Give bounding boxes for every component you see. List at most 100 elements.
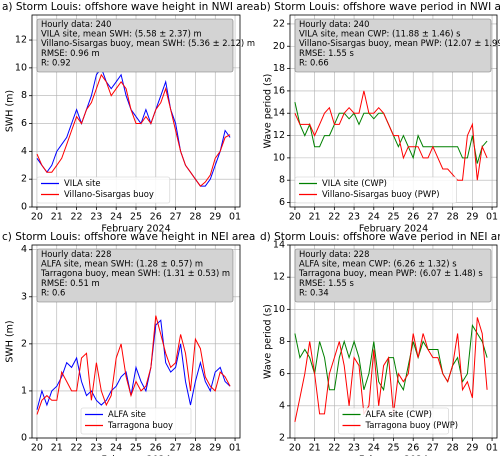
legend-label: VILA site <box>64 178 101 188</box>
annotation-text: RMSE: 0.96 m <box>41 48 100 58</box>
x-tick-label: 28 <box>189 212 201 223</box>
annotation-text: Hourly data: 228 <box>299 249 369 259</box>
x-tick-label: 28 <box>189 443 201 454</box>
series-line <box>36 319 231 410</box>
annotation-text: RMSE: 1.55 s <box>299 48 354 58</box>
x-tick-label: 25 <box>387 443 399 454</box>
x-tick-label: 27 <box>170 443 182 454</box>
x-tick-label: 28 <box>447 212 459 223</box>
x-tick-label: 23 <box>348 443 360 454</box>
annotation-text: Hourly data: 240 <box>299 19 369 29</box>
x-tick-label: 29 <box>466 443 478 454</box>
x-axis-label: February 2024 <box>101 455 170 456</box>
annotation-text: Tarragona buoy, mean PWP: (6.07 ± 1.48) … <box>298 268 483 278</box>
y-axis-label: Wave period (s) <box>263 304 274 379</box>
y-tick-label: 14 <box>273 108 285 119</box>
x-tick-label: 26 <box>407 212 419 223</box>
annotation-box <box>294 18 492 73</box>
legend-box <box>80 407 192 435</box>
series-line <box>294 317 488 423</box>
y-tick-label: 8 <box>279 175 285 186</box>
x-tick-label: 21 <box>309 443 321 454</box>
chart-title: d) Storm Louis: offshore wave period in … <box>260 231 500 243</box>
series-line <box>36 315 231 415</box>
legend-box <box>338 407 449 435</box>
x-tick-label: 22 <box>328 443 340 454</box>
x-tick-label: 20 <box>31 443 43 454</box>
annotation-box <box>36 248 234 303</box>
x-tick-label: 29 <box>209 212 221 223</box>
x-tick-label: 27 <box>170 212 182 223</box>
plot-frame <box>289 14 498 208</box>
y-tick-label: 12 <box>273 130 285 141</box>
chart-title: b) Storm Louis: offshore wave period in … <box>260 1 500 13</box>
annotation-text: Hourly data: 228 <box>41 249 111 259</box>
x-tick-label: 21 <box>51 443 63 454</box>
x-tick-label: 22 <box>71 443 83 454</box>
x-tick-label: 24 <box>110 212 122 223</box>
x-tick-label: 25 <box>130 443 142 454</box>
x-tick-label: 25 <box>130 212 142 223</box>
x-tick-label: 01 <box>486 443 498 454</box>
legend-label: Tarragona buoy <box>107 420 173 430</box>
y-tick-label: 6 <box>279 368 285 379</box>
x-tick-label: 20 <box>289 443 301 454</box>
series-line <box>36 73 231 187</box>
series-line <box>36 66 231 187</box>
chart-title: a) Storm Louis: offshore wave height in … <box>2 1 260 13</box>
y-tick-label: 6 <box>279 197 285 208</box>
y-tick-label: 12 <box>15 35 27 46</box>
y-axis-label: SWH (m) <box>5 320 16 362</box>
y-axis-label: Wave period (s) <box>263 74 274 149</box>
plot-frame <box>289 244 498 439</box>
annotation-text: VILA site, mean SWH: (5.58 ± 2.37) m <box>41 29 202 39</box>
y-tick-label: 8 <box>279 336 285 347</box>
y-tick-label: 6 <box>21 118 27 129</box>
x-tick-label: 26 <box>407 443 419 454</box>
y-tick-label: 12 <box>273 272 285 283</box>
x-tick-label: 20 <box>31 212 43 223</box>
series-line <box>294 101 488 164</box>
annotation-text: RMSE: 1.55 s <box>299 278 354 288</box>
y-tick-label: 1 <box>21 385 27 396</box>
x-tick-label: 24 <box>368 443 380 454</box>
y-tick-label: 14 <box>273 240 285 251</box>
annotation-text: ALFA site, mean CWP: (6.26 ± 1.32) s <box>299 259 457 269</box>
x-tick-label: 27 <box>427 443 439 454</box>
x-tick-label: 21 <box>51 212 63 223</box>
annotation-box <box>36 18 234 73</box>
y-tick-label: 10 <box>273 304 285 315</box>
y-tick-label: 0 <box>21 433 27 444</box>
legend-box <box>294 176 457 204</box>
x-tick-label: 22 <box>71 212 83 223</box>
legend-label: VILA site (CWP) <box>322 178 387 188</box>
y-axis-label: SWH (m) <box>5 90 16 132</box>
legend-label: Villano-Sisargas buoy <box>64 189 154 199</box>
y-tick-label: 8 <box>21 90 27 101</box>
x-tick-label: 21 <box>309 212 321 223</box>
x-tick-label: 26 <box>150 443 162 454</box>
y-tick-label: 20 <box>273 41 285 52</box>
legend-label: Tarragona buoy (PWP) <box>365 420 459 430</box>
y-tick-label: 10 <box>15 62 27 73</box>
legend-label: Villano-Sisargas buoy (PWP) <box>322 189 439 199</box>
x-tick-label: 22 <box>328 212 340 223</box>
y-tick-label: 22 <box>273 18 285 29</box>
y-tick-label: 4 <box>21 244 27 255</box>
x-tick-label: 28 <box>447 443 459 454</box>
annotation-text: R: 0.34 <box>299 287 329 297</box>
y-tick-label: 4 <box>279 400 285 411</box>
y-tick-label: 2 <box>279 433 285 444</box>
y-tick-label: 0 <box>21 202 27 213</box>
x-tick-label: 26 <box>150 212 162 223</box>
x-axis-label: February 2024 <box>359 455 428 456</box>
y-tick-label: 2 <box>21 338 27 349</box>
annotation-text: Tarragona buoy, mean SWH: (1.31 ± 0.53) … <box>40 268 230 278</box>
plot-frame <box>31 14 241 208</box>
x-tick-label: 23 <box>90 443 102 454</box>
x-tick-label: 01 <box>486 212 498 223</box>
annotation-box <box>294 248 492 303</box>
y-tick-label: 4 <box>21 146 27 157</box>
x-tick-label: 01 <box>229 212 241 223</box>
